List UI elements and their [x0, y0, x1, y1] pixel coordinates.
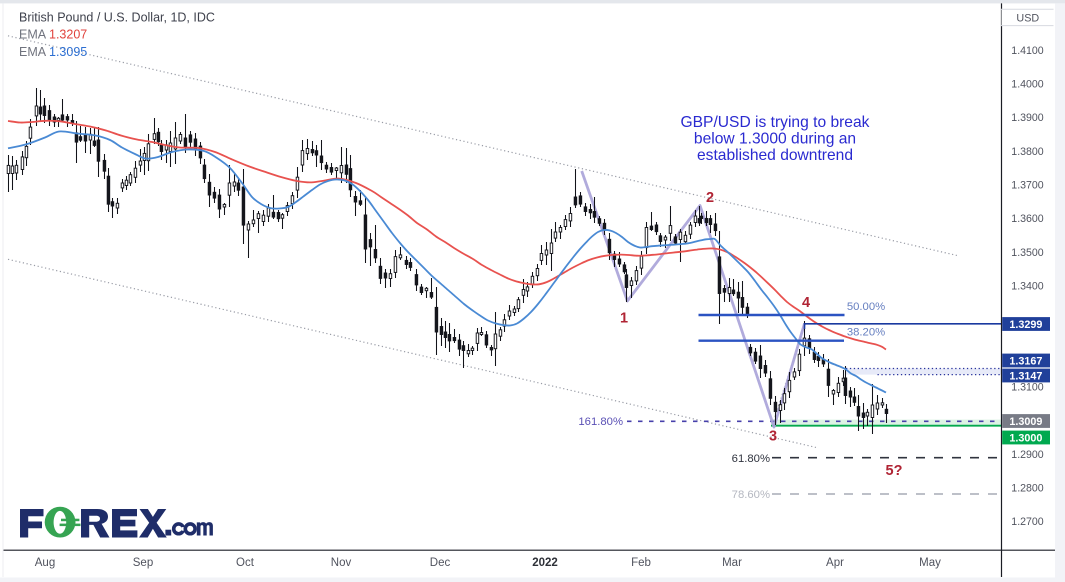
svg-text:1.3400: 1.3400	[1011, 281, 1044, 293]
svg-text:1.4000: 1.4000	[1011, 79, 1044, 91]
svg-text:1.3600: 1.3600	[1011, 213, 1044, 225]
svg-text:1.3009: 1.3009	[1009, 416, 1042, 428]
svg-text:4: 4	[802, 295, 810, 311]
svg-text:Mar: Mar	[722, 557, 742, 569]
svg-text:1.2900: 1.2900	[1011, 449, 1044, 461]
svg-text:Feb: Feb	[631, 557, 651, 569]
svg-text:2: 2	[706, 190, 714, 206]
svg-text:Apr: Apr	[826, 557, 844, 569]
svg-text:Dec: Dec	[430, 557, 451, 569]
svg-text:Oct: Oct	[236, 557, 255, 569]
svg-text:USD: USD	[1016, 12, 1039, 24]
svg-text:Nov: Nov	[331, 557, 352, 569]
svg-text:1.3100: 1.3100	[1011, 382, 1044, 394]
svg-text:1.3095: 1.3095	[49, 45, 87, 59]
svg-text:5?: 5?	[886, 463, 903, 479]
svg-text:161.80%: 161.80%	[578, 416, 623, 428]
svg-text:1.3000: 1.3000	[1009, 433, 1042, 445]
svg-text:below 1.3000 during an: below 1.3000 during an	[694, 131, 856, 148]
svg-text:1.4100: 1.4100	[1011, 45, 1044, 57]
svg-text:May: May	[919, 557, 941, 569]
svg-text:established downtrend: established downtrend	[697, 147, 853, 164]
svg-text:Sep: Sep	[133, 557, 153, 569]
svg-text:2022: 2022	[532, 557, 558, 569]
svg-text:British Pound / U.S. Dollar, 1: British Pound / U.S. Dollar, 1D, IDC	[19, 11, 215, 25]
svg-text:1.3500: 1.3500	[1011, 247, 1044, 259]
svg-text:1.3700: 1.3700	[1011, 180, 1044, 192]
svg-text:EMA: EMA	[19, 28, 47, 42]
svg-text:Aug: Aug	[35, 557, 55, 569]
svg-text:GBP/USD is trying to break: GBP/USD is trying to break	[681, 114, 870, 131]
svg-text:1.2800: 1.2800	[1011, 483, 1044, 495]
svg-text:78.60%: 78.60%	[732, 489, 770, 501]
svg-text:EMA: EMA	[19, 45, 47, 59]
svg-text:1.3900: 1.3900	[1011, 112, 1044, 124]
svg-text:1.3299: 1.3299	[1009, 319, 1042, 331]
svg-text:1.2700: 1.2700	[1011, 516, 1044, 528]
svg-text:61.80%: 61.80%	[732, 453, 770, 465]
svg-text:1.3207: 1.3207	[49, 28, 87, 42]
svg-text:1.3800: 1.3800	[1011, 146, 1044, 158]
svg-text:1.3167: 1.3167	[1009, 356, 1042, 368]
svg-text:50.00%: 50.00%	[847, 301, 885, 313]
svg-text:38.20%: 38.20%	[847, 327, 885, 339]
svg-text:1.3147: 1.3147	[1009, 371, 1042, 383]
svg-text:1: 1	[620, 311, 628, 327]
svg-text:3: 3	[769, 429, 777, 445]
